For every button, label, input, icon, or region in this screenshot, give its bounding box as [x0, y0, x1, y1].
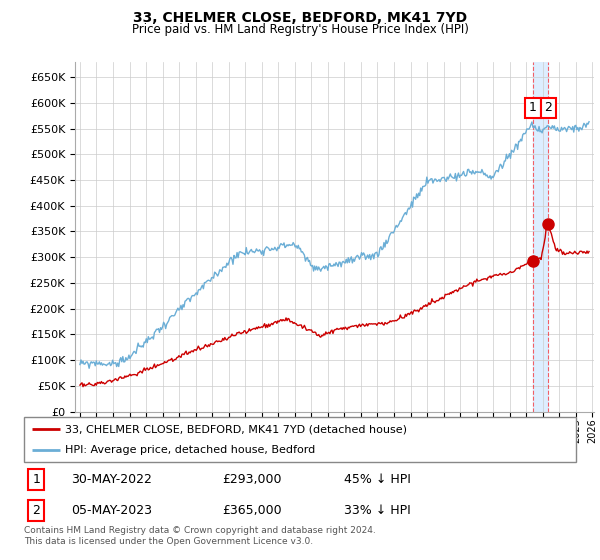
- Bar: [533, 62, 548, 412]
- FancyBboxPatch shape: [24, 417, 576, 462]
- Text: £293,000: £293,000: [223, 473, 282, 486]
- Text: 45% ↓ HPI: 45% ↓ HPI: [344, 473, 411, 486]
- Text: 33, CHELMER CLOSE, BEDFORD, MK41 7YD (detached house): 33, CHELMER CLOSE, BEDFORD, MK41 7YD (de…: [65, 424, 407, 435]
- Text: 33, CHELMER CLOSE, BEDFORD, MK41 7YD: 33, CHELMER CLOSE, BEDFORD, MK41 7YD: [133, 11, 467, 25]
- Text: 05-MAY-2023: 05-MAY-2023: [71, 504, 152, 517]
- Text: £365,000: £365,000: [223, 504, 283, 517]
- Text: 30-MAY-2022: 30-MAY-2022: [71, 473, 152, 486]
- Text: 33% ↓ HPI: 33% ↓ HPI: [344, 504, 411, 517]
- Text: Price paid vs. HM Land Registry's House Price Index (HPI): Price paid vs. HM Land Registry's House …: [131, 23, 469, 36]
- Text: 2: 2: [544, 101, 553, 114]
- Text: 1: 1: [529, 101, 537, 114]
- Text: HPI: Average price, detached house, Bedford: HPI: Average price, detached house, Bedf…: [65, 445, 316, 455]
- Text: 1: 1: [32, 473, 40, 486]
- Text: Contains HM Land Registry data © Crown copyright and database right 2024.
This d: Contains HM Land Registry data © Crown c…: [24, 526, 376, 546]
- Text: 2: 2: [32, 504, 40, 517]
